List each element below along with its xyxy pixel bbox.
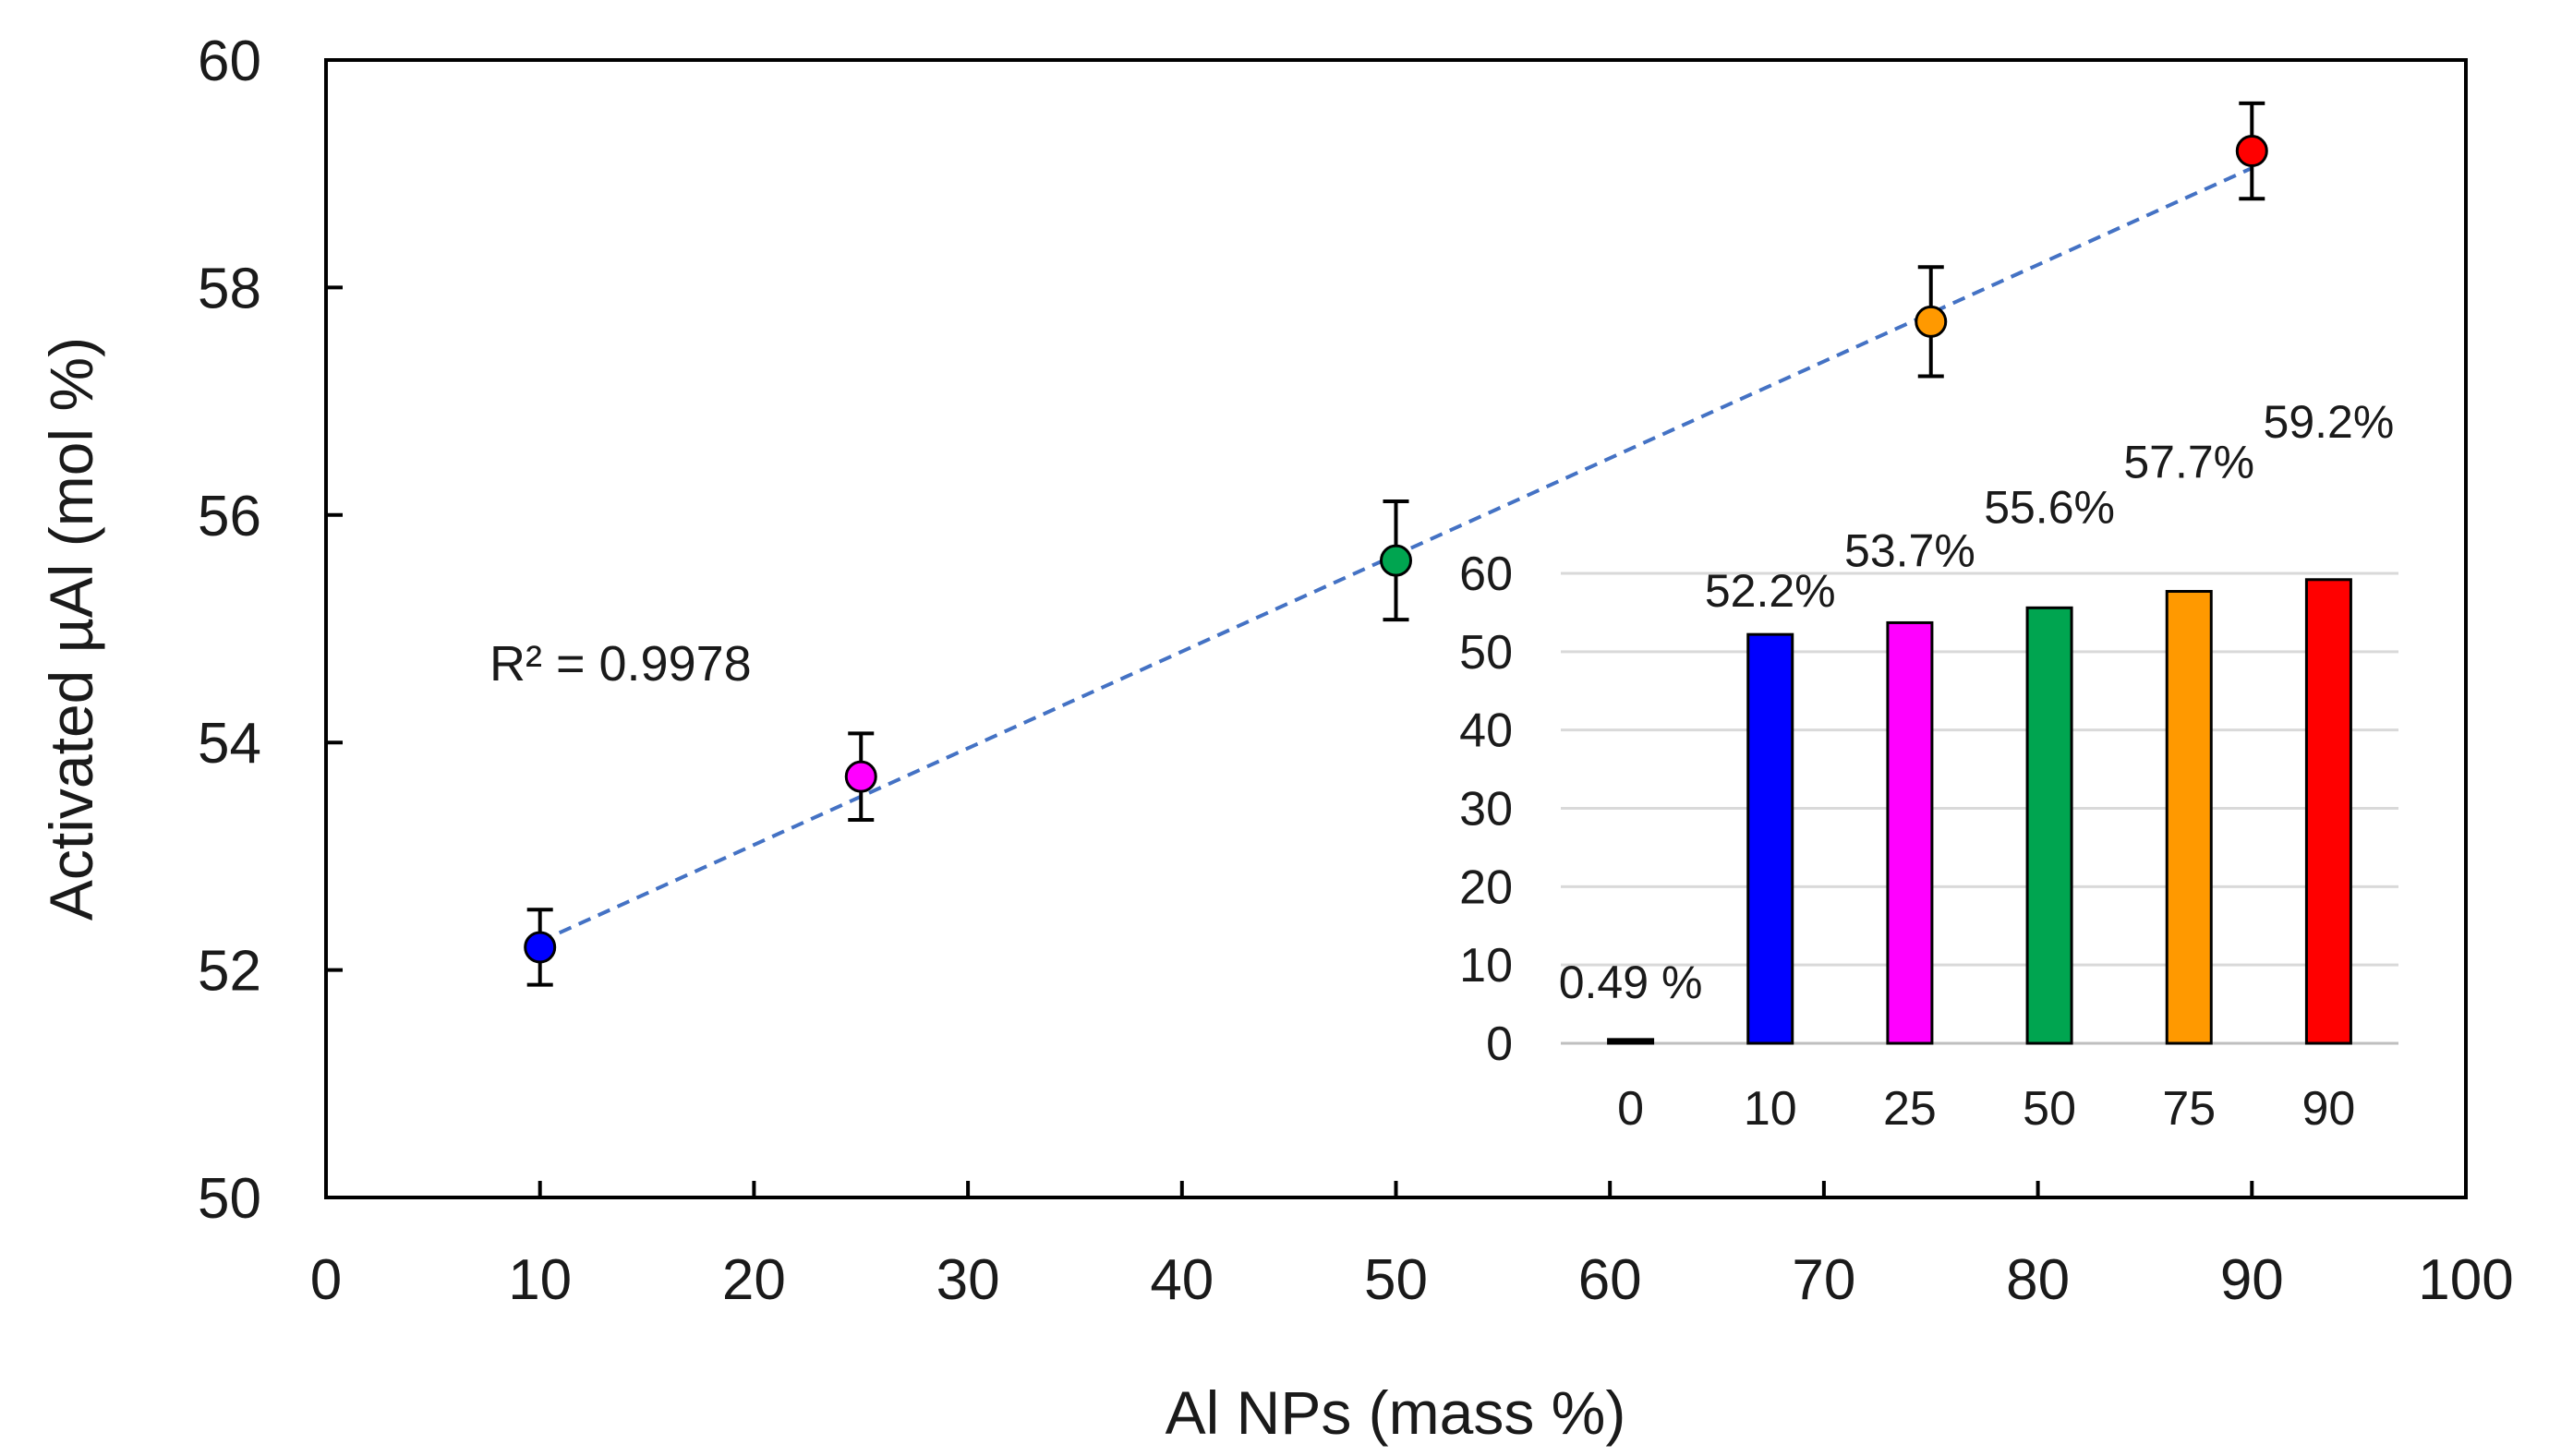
x-tick-label: 100 [2418, 1248, 2513, 1312]
inset-data-label: 52.2% [1705, 565, 1836, 617]
x-axis-ticks [324, 1181, 2468, 1197]
x-tick-label: 90 [2220, 1248, 2284, 1312]
inset-x-tick-label: 25 [1883, 1082, 1937, 1136]
x-tick-label: 50 [1364, 1248, 1428, 1312]
x-axis-title: Al NPs (mass %) [1166, 1378, 1626, 1447]
y-axis-tick-labels: 50 52 54 56 58 60 [198, 30, 261, 1231]
data-point [1380, 544, 1412, 577]
r-squared-label: R² = 0.9978 [489, 636, 752, 692]
inset-data-label: 59.2% [2264, 396, 2395, 448]
inset-bar [2165, 590, 2213, 1045]
y-axis-ticks [326, 58, 343, 1199]
y-tick-label: 54 [198, 712, 261, 776]
y-tick-label: 60 [198, 30, 261, 93]
inset-y-tick-label: 40 [1459, 704, 1513, 758]
data-point [1915, 305, 1948, 338]
inset-gridlines [1561, 572, 2398, 1045]
data-point [2235, 135, 2268, 168]
x-axis-tick-labels: 0 10 20 30 40 50 60 70 80 90 100 [310, 1248, 2514, 1312]
inset-y-tick-labels: 0 10 20 30 40 50 60 [1459, 548, 1513, 1071]
inset-y-tick-label: 0 [1486, 1017, 1513, 1071]
inset-bars [1607, 578, 2352, 1045]
inset-bar [2025, 606, 2073, 1045]
inset-data-label: 0.49 % [1559, 957, 1703, 1008]
inset-bar [2304, 578, 2352, 1045]
x-tick-label: 20 [722, 1248, 786, 1312]
x-tick-label: 10 [508, 1248, 572, 1312]
inset-data-label: 57.7% [2123, 437, 2254, 488]
inset-bar [1886, 620, 1934, 1045]
x-tick-label: 70 [1792, 1248, 1855, 1312]
inset-bar [1746, 632, 1794, 1045]
inset-data-labels: 0.49 % 52.2%53.7%55.6%57.7%59.2% [1559, 396, 2395, 1008]
inset-y-tick-label: 30 [1459, 783, 1513, 836]
inset-y-tick-label: 10 [1459, 939, 1513, 993]
x-tick-label: 30 [936, 1248, 1000, 1312]
data-points [524, 135, 2268, 964]
inset-y-tick-label: 60 [1459, 548, 1513, 601]
x-tick-label: 40 [1150, 1248, 1214, 1312]
y-tick-label: 58 [198, 257, 261, 320]
x-tick-label: 0 [310, 1248, 342, 1312]
inset-bar [1607, 1038, 1655, 1045]
inset-x-tick-label: 90 [2301, 1082, 2355, 1136]
x-tick-label: 60 [1578, 1248, 1642, 1312]
data-point [844, 760, 877, 793]
inset-x-tick-label: 75 [2162, 1082, 2216, 1136]
inset-x-tick-label: 50 [2023, 1082, 2076, 1136]
y-tick-label: 50 [198, 1167, 261, 1231]
inset-data-label: 55.6% [1984, 481, 2115, 533]
inset-x-tick-label: 0 [1617, 1082, 1644, 1136]
y-axis-title: Activated µAl (mol %) [37, 337, 105, 921]
inset-y-tick-label: 50 [1459, 626, 1513, 680]
y-tick-label: 52 [198, 940, 261, 1004]
inset-y-tick-label: 20 [1459, 860, 1513, 914]
x-tick-label: 80 [2006, 1248, 2070, 1312]
inset-x-tick-label: 10 [1744, 1082, 1797, 1136]
inset-data-label: 53.7% [1844, 524, 1975, 576]
data-point [524, 931, 557, 964]
y-tick-label: 56 [198, 485, 261, 548]
inset-x-tick-labels: 0 10 25 50 75 90 [1617, 1082, 2355, 1136]
